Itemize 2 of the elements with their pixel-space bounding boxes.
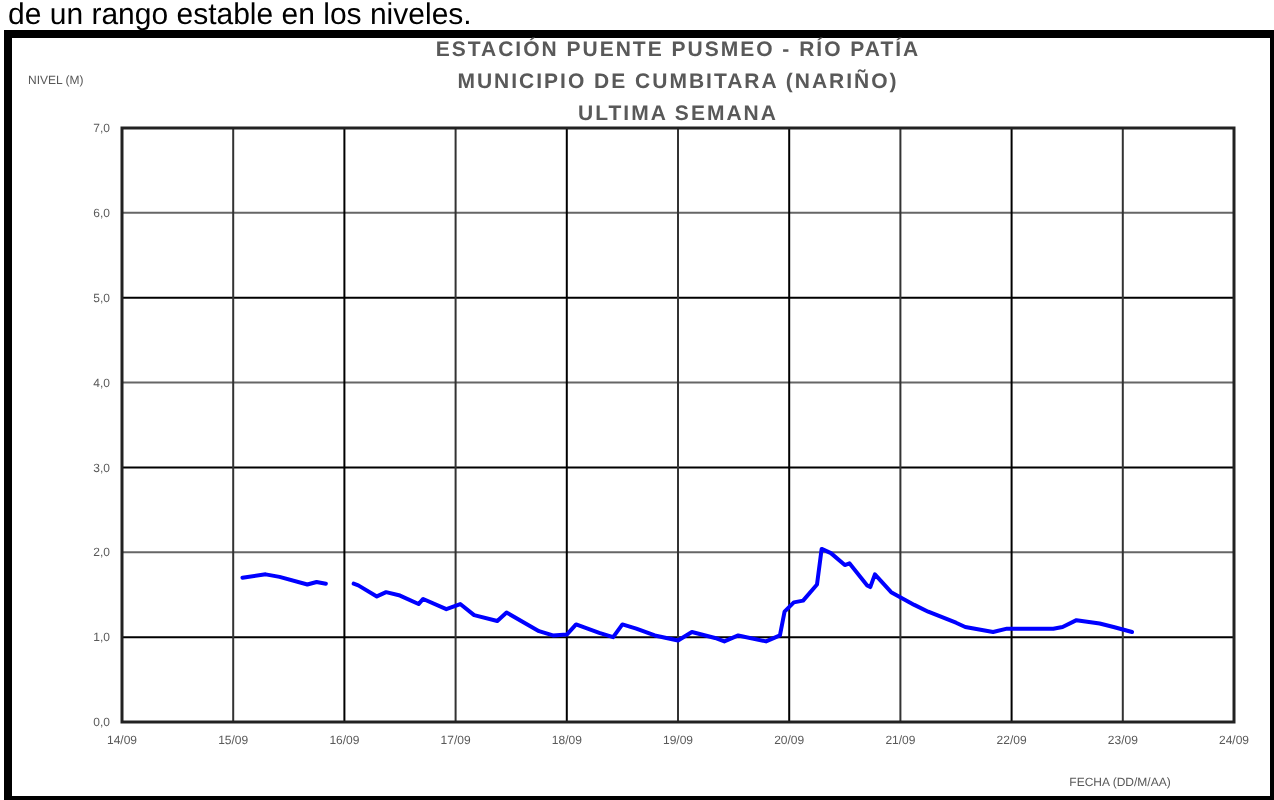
text: de un rango estable en los niveles. bbox=[8, 0, 472, 32]
chart-title: ESTACIÓN PUENTE PUSMEO - RÍO PATÍA MUNICIPIO DE CUMBITARA (NARIÑO) ULTIMA SEMANA bbox=[435, 36, 921, 126]
